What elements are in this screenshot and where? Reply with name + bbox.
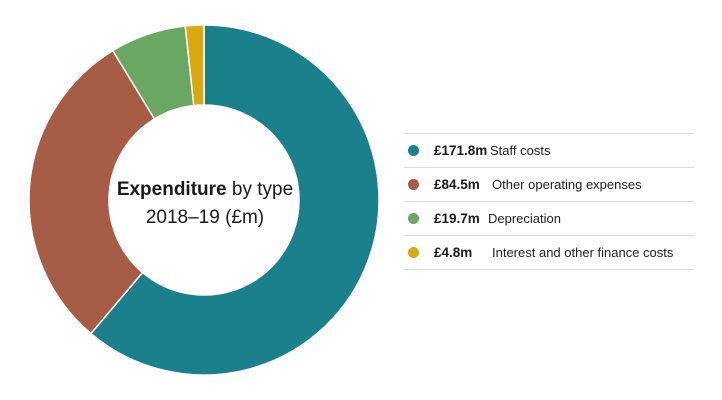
legend-value: £19.7m <box>434 211 480 226</box>
chart-title-bold: Expenditure <box>116 179 227 200</box>
slice-staff-costs <box>89 24 380 376</box>
legend-label: Depreciation <box>488 211 561 226</box>
legend-item-depreciation: £19.7m Depreciation <box>404 202 694 236</box>
chart-title-rest: by type <box>226 179 294 200</box>
legend-swatch <box>408 247 419 258</box>
legend-value: £171.8m <box>434 143 488 158</box>
slice-other-operating-expenses <box>28 49 156 335</box>
legend-swatch <box>408 179 419 190</box>
legend-label: Staff costs <box>490 143 551 158</box>
legend-item-staff-costs: £171.8m Staff costs <box>404 134 694 168</box>
legend-value: £84.5m <box>434 177 480 192</box>
legend-item-other-operating-expenses: £84.5m Other operating expenses <box>404 168 694 202</box>
legend-swatch <box>408 213 419 224</box>
chart-subtitle: 2018–19 (£m) <box>145 207 265 228</box>
slice-interest-and-other-finance-costs <box>184 24 205 107</box>
legend-item-interest-and-other-finance-costs: £4.8m Interest and other finance costs <box>404 236 694 270</box>
donut-slices <box>28 24 380 376</box>
chart-title: Expenditure by type <box>60 178 350 202</box>
legend-label: Interest and other finance costs <box>492 245 674 260</box>
legend-label: Other operating expenses <box>492 177 642 192</box>
legend-value: £4.8m <box>434 245 473 260</box>
chart-legend: £171.8m Staff costs £84.5m Other operati… <box>404 133 694 270</box>
legend-swatch <box>408 145 419 156</box>
